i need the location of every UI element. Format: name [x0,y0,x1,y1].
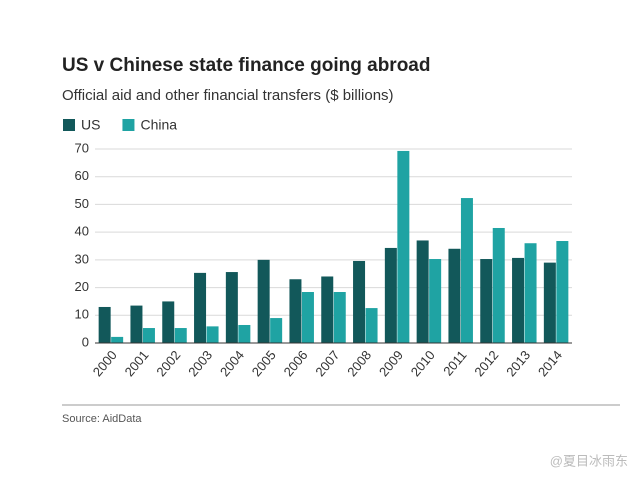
x-tick-label: 2001 [122,347,152,379]
bar [225,272,238,343]
y-tick-label: 40 [75,224,89,239]
bar [448,248,461,343]
bar [384,247,397,343]
watermark: @夏目冰雨东 [550,453,628,468]
bar [194,272,207,343]
x-tick-label: 2007 [312,347,342,379]
x-tick-label: 2006 [281,347,311,379]
x-tick-label: 2000 [90,347,120,379]
bar [416,240,429,343]
x-tick-label: 2014 [535,347,565,379]
x-tick-label: 2003 [185,347,215,379]
x-tick-label: 2013 [503,347,533,379]
bar [174,328,187,343]
bar [492,227,505,343]
x-tick-label: 2005 [249,347,279,379]
bar [257,259,270,343]
bar [98,306,111,343]
bar [480,259,493,343]
bar [512,257,525,343]
bar [238,324,251,343]
bar [333,292,346,343]
x-tick-label: 2012 [471,347,501,379]
legend-label: US [81,117,100,133]
y-tick-label: 20 [75,279,89,294]
bar [543,262,556,343]
y-tick-label: 60 [75,168,89,183]
bar [162,301,175,343]
source: Source: AidData [62,413,142,425]
bar [353,260,366,343]
y-tick-label: 10 [75,307,89,322]
x-tick-label: 2009 [376,347,406,379]
legend-swatch [122,119,135,131]
bar [556,241,569,343]
bar [206,326,219,343]
bar [289,279,302,343]
x-tick-label: 2008 [344,347,374,379]
bar [270,318,283,343]
bar [321,276,334,343]
legend-label: China [140,117,177,133]
bar [397,150,410,343]
x-tick-label: 2002 [153,347,183,379]
bar [365,308,378,343]
y-tick-label: 50 [75,196,89,211]
bar [130,305,143,343]
chart-title: US v Chinese state finance going abroad [62,55,430,76]
bar [429,259,442,343]
x-tick-label: 2011 [440,347,469,378]
x-tick-label: 2004 [217,347,247,379]
bar [301,292,314,343]
bar [524,243,537,343]
y-tick-label: 30 [75,251,89,266]
bar [142,328,155,343]
y-tick-label: 70 [75,140,89,155]
bar [460,198,473,343]
y-tick-label: 0 [82,334,89,349]
bar [111,336,124,343]
legend-swatch [63,119,75,131]
x-tick-label: 2010 [408,347,438,379]
chart-subtitle: Official aid and other financial transfe… [62,87,394,104]
